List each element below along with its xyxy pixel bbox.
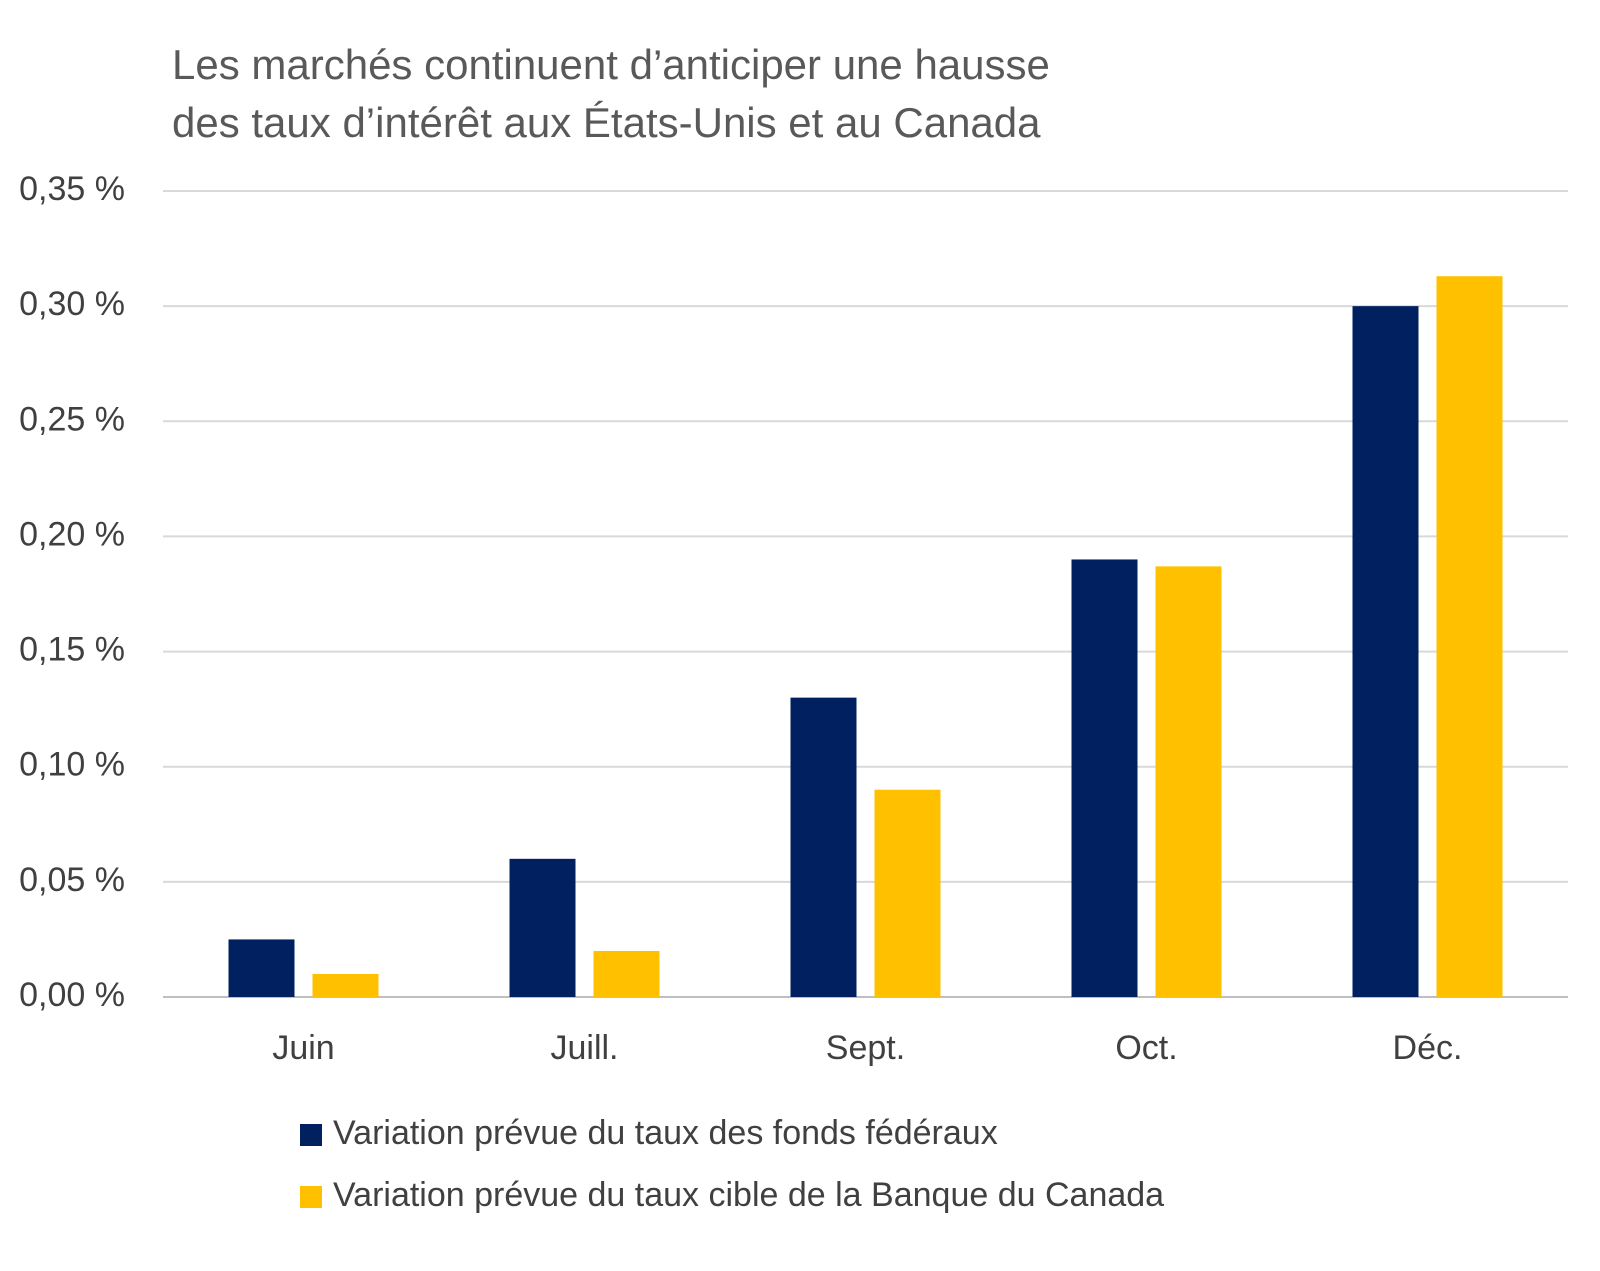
bar (1155, 566, 1222, 997)
legend-swatch (300, 1124, 322, 1146)
y-tick-label: 0,00 % (19, 976, 125, 1014)
bar (1071, 559, 1138, 997)
x-tick-label: Juill. (550, 1029, 618, 1067)
legend-label: Variation prévue du taux cible de la Ban… (333, 1176, 1164, 1214)
y-tick-label: 0,15 % (19, 631, 125, 669)
bar (1436, 276, 1503, 998)
x-tick-label: Oct. (1115, 1029, 1177, 1067)
y-tick-label: 0,25 % (19, 400, 125, 438)
chart-title: Les marchés continuent d’anticiper une h… (172, 41, 1050, 88)
bar (228, 939, 295, 997)
y-tick-label: 0,35 % (19, 170, 125, 208)
x-tick-label: Déc. (1393, 1029, 1463, 1067)
bar (312, 973, 379, 997)
bar (1352, 306, 1419, 998)
legend-swatch (300, 1186, 322, 1208)
y-tick-label: 0,05 % (19, 861, 125, 899)
bar (874, 789, 941, 997)
bar (790, 697, 857, 997)
x-tick-label: Sept. (826, 1029, 905, 1067)
x-tick-label: Juin (272, 1029, 334, 1067)
bar (509, 858, 576, 997)
y-tick-label: 0,10 % (19, 746, 125, 784)
chart-title: des taux d’intérêt aux États-Unis et au … (172, 99, 1041, 146)
bar (593, 950, 660, 997)
y-tick-label: 0,20 % (19, 515, 125, 553)
legend-label: Variation prévue du taux des fonds fédér… (333, 1114, 998, 1152)
y-tick-label: 0,30 % (19, 285, 125, 323)
